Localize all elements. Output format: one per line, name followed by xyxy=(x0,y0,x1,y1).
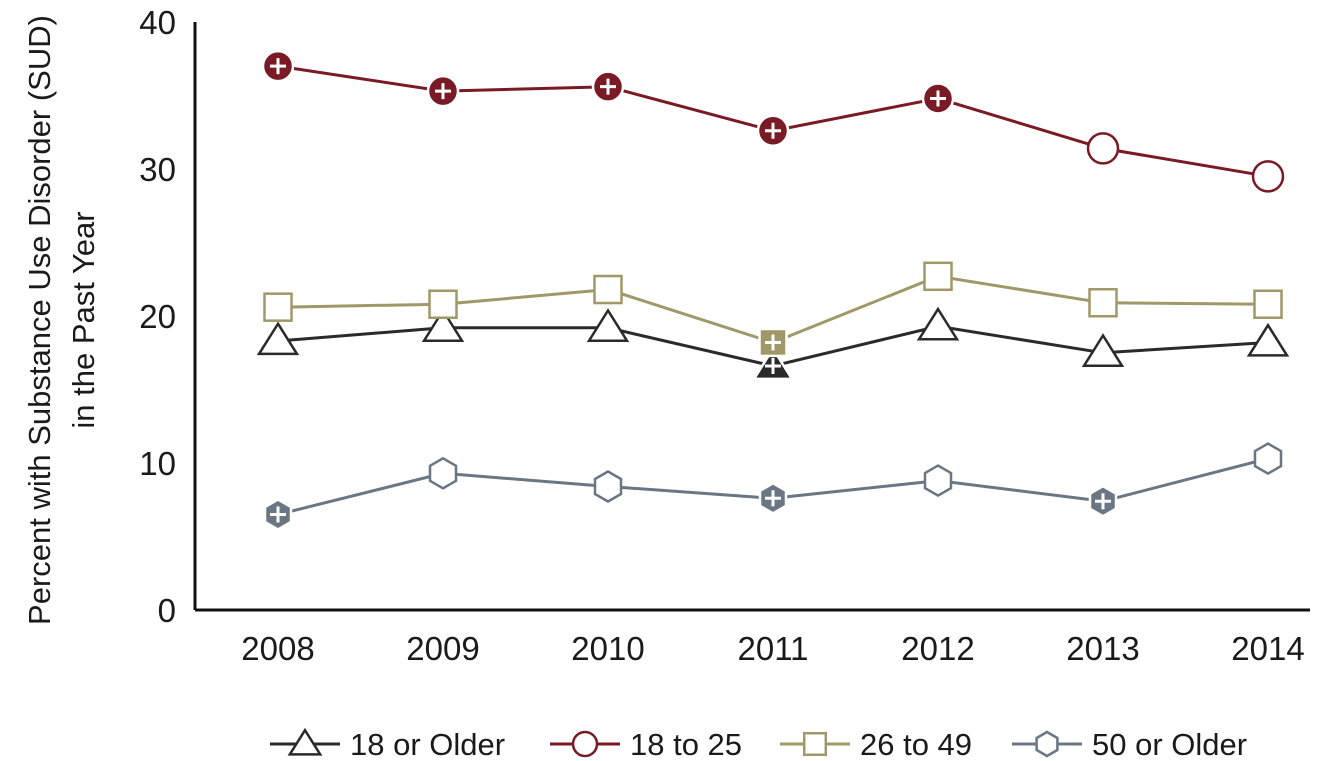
data-point xyxy=(1246,322,1290,357)
legend-item-50-or-older: 50 or Older xyxy=(1012,727,1247,761)
y-tick-label: 20 xyxy=(139,298,176,335)
x-tick-label: 2012 xyxy=(901,630,974,667)
y-axis-title-line-2: in the Past Year xyxy=(66,211,101,428)
legend-marker xyxy=(802,731,828,757)
data-point xyxy=(1088,288,1118,318)
series-layer xyxy=(256,49,1290,531)
y-tick-labels: 0 10 20 30 40 xyxy=(139,4,176,629)
data-point xyxy=(256,321,300,356)
series-18-to-25 xyxy=(261,49,1285,193)
axes xyxy=(193,22,1310,612)
y-tick-label: 40 xyxy=(139,4,176,41)
data-point xyxy=(1253,442,1283,476)
data-point xyxy=(593,470,623,503)
data-point xyxy=(923,261,953,292)
data-point xyxy=(263,292,293,322)
data-point xyxy=(428,456,458,490)
significance-plus-mark xyxy=(765,357,781,374)
legend-item-18-or-older: 18 or Older xyxy=(270,727,505,761)
legend-label: 50 or Older xyxy=(1092,727,1247,761)
y-tick-label: 30 xyxy=(139,151,176,188)
data-point xyxy=(593,274,623,305)
x-tick-label: 2009 xyxy=(406,630,479,667)
legend-label: 26 to 49 xyxy=(860,727,972,761)
series-26-to-49 xyxy=(263,261,1283,358)
data-point xyxy=(586,308,630,342)
x-tick-label: 2008 xyxy=(241,630,314,667)
significance-plus-mark xyxy=(765,334,781,351)
significance-plus-mark xyxy=(930,90,946,107)
y-tick-label: 0 xyxy=(158,592,176,629)
y-axis-title-line-1: Percent with Substance Use Disorder (SUD… xyxy=(22,15,57,625)
significance-plus-mark xyxy=(1095,493,1111,510)
x-tick-label: 2014 xyxy=(1231,630,1304,667)
data-point xyxy=(1086,132,1120,165)
data-point xyxy=(1081,333,1125,367)
significance-plus-mark xyxy=(270,58,286,75)
legend-label: 18 to 25 xyxy=(630,727,742,761)
data-point xyxy=(916,306,960,341)
x-tick-label: 2010 xyxy=(571,630,644,667)
series-18-or-older xyxy=(256,306,1290,381)
data-point xyxy=(1251,160,1285,193)
x-tick-label: 2011 xyxy=(738,630,809,667)
legend-marker xyxy=(571,730,599,758)
legend-label: 18 or Older xyxy=(350,727,505,761)
significance-plus-mark xyxy=(270,506,286,523)
legend-item-18-to-25: 18 to 25 xyxy=(550,727,742,761)
data-point xyxy=(428,289,458,319)
data-point xyxy=(1253,289,1283,319)
legend-marker xyxy=(1035,730,1059,758)
significance-plus-mark xyxy=(765,490,781,507)
x-tick-labels: 2008 2009 2010 2011 2012 2013 2014 xyxy=(241,630,1304,667)
legend-item-26-to-49: 26 to 49 xyxy=(780,727,972,761)
significance-plus-mark xyxy=(600,78,616,95)
legend-marker xyxy=(287,727,323,756)
data-point xyxy=(421,308,465,342)
y-axis-title: Percent with Substance Use Disorder (SUD… xyxy=(22,15,101,625)
legend: 18 or Older 18 to 25 26 to 49 50 or Older xyxy=(270,727,1247,761)
x-tick-label: 2013 xyxy=(1066,630,1139,667)
y-tick-label: 10 xyxy=(139,445,176,482)
significance-plus-mark xyxy=(765,122,781,139)
data-point xyxy=(923,464,953,498)
series-50-or-older xyxy=(263,442,1283,531)
significance-plus-mark xyxy=(435,83,451,100)
